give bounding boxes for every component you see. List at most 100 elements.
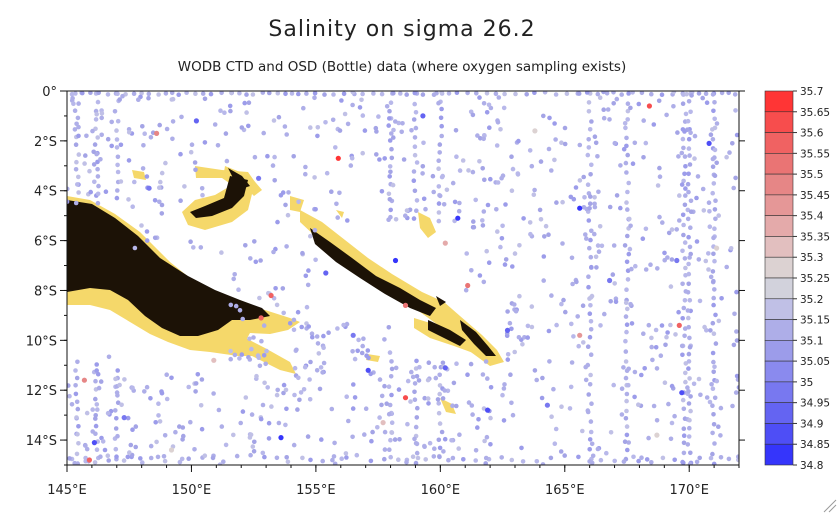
station-point <box>682 154 688 159</box>
station-point <box>228 348 233 354</box>
station-point <box>387 164 393 169</box>
station-point <box>503 257 509 262</box>
station-point <box>341 91 347 97</box>
resize-grip-icon[interactable] <box>823 499 837 513</box>
station-point <box>274 455 280 461</box>
station-point <box>434 91 439 96</box>
station-point <box>621 365 626 370</box>
station-point <box>619 386 625 392</box>
station-point <box>426 360 432 366</box>
station-point <box>505 352 511 357</box>
station-point <box>543 223 549 229</box>
salinity-point <box>380 420 386 426</box>
station-point <box>153 420 158 425</box>
station-point <box>193 381 199 386</box>
station-point <box>299 324 305 330</box>
station-point <box>350 349 355 354</box>
station-point <box>382 456 387 462</box>
station-point <box>519 445 524 451</box>
station-point <box>437 383 443 388</box>
station-point <box>219 250 224 255</box>
station-point <box>711 359 716 365</box>
station-point <box>589 119 594 124</box>
station-point <box>211 391 216 396</box>
station-point <box>643 226 649 232</box>
station-point <box>461 457 466 462</box>
station-point <box>683 164 688 169</box>
station-point <box>252 239 257 244</box>
salinity-point <box>211 357 217 363</box>
station-point <box>687 162 693 167</box>
station-point <box>413 110 419 115</box>
station-point <box>683 193 688 198</box>
station-point <box>320 458 326 464</box>
station-point <box>313 207 318 212</box>
station-point <box>76 441 81 446</box>
station-point <box>437 372 443 378</box>
salinity-point <box>278 435 284 441</box>
station-point <box>726 91 731 96</box>
station-point <box>90 128 95 134</box>
station-point <box>708 132 714 137</box>
station-point <box>96 183 101 189</box>
colorbar-label: 34.85 <box>800 439 830 451</box>
station-point <box>657 214 662 220</box>
station-point <box>272 154 277 160</box>
station-point <box>676 309 681 315</box>
colorbar-label: 35.25 <box>800 273 830 285</box>
station-point <box>412 381 418 386</box>
x-tick-label: 155°E <box>296 483 336 498</box>
station-point <box>195 372 201 377</box>
station-point <box>599 243 605 249</box>
station-point <box>680 248 685 254</box>
station-point <box>423 206 428 212</box>
station-point <box>559 404 564 410</box>
station-point <box>157 199 162 205</box>
station-point <box>291 327 297 333</box>
station-point <box>120 93 125 99</box>
station-point <box>128 442 134 448</box>
station-point <box>114 454 119 460</box>
station-point <box>680 316 685 321</box>
station-point <box>731 342 737 348</box>
station-point <box>686 366 691 371</box>
station-point <box>456 446 462 451</box>
station-point <box>685 385 690 390</box>
station-point <box>710 92 716 97</box>
station-point <box>440 360 446 366</box>
station-point <box>389 366 395 372</box>
station-point <box>335 326 340 331</box>
salinity-point <box>646 103 653 109</box>
station-point <box>94 402 100 407</box>
station-point <box>453 128 459 133</box>
station-point <box>228 302 234 308</box>
station-point <box>308 359 313 365</box>
station-point <box>387 174 393 179</box>
station-point <box>534 459 540 464</box>
colorbar-label: 35.4 <box>800 211 824 223</box>
station-point <box>72 460 77 465</box>
station-point <box>270 163 276 168</box>
station-point <box>559 140 564 145</box>
bathymetry-land-layer <box>67 166 504 414</box>
station-point <box>208 91 214 97</box>
station-point <box>669 420 675 426</box>
station-point <box>411 117 417 122</box>
station-point <box>475 425 480 430</box>
station-point <box>465 372 470 378</box>
station-point <box>94 368 99 373</box>
station-point <box>683 379 688 385</box>
station-point <box>177 459 183 465</box>
station-point <box>76 190 81 195</box>
station-point <box>509 400 514 406</box>
station-point <box>115 188 120 193</box>
station-point <box>682 326 688 331</box>
station-point <box>389 392 394 398</box>
station-point <box>685 308 691 313</box>
station-point <box>242 100 247 106</box>
station-point <box>509 457 515 463</box>
station-point <box>146 91 152 97</box>
station-point <box>662 380 668 386</box>
station-point <box>687 244 693 250</box>
station-point <box>587 201 593 206</box>
